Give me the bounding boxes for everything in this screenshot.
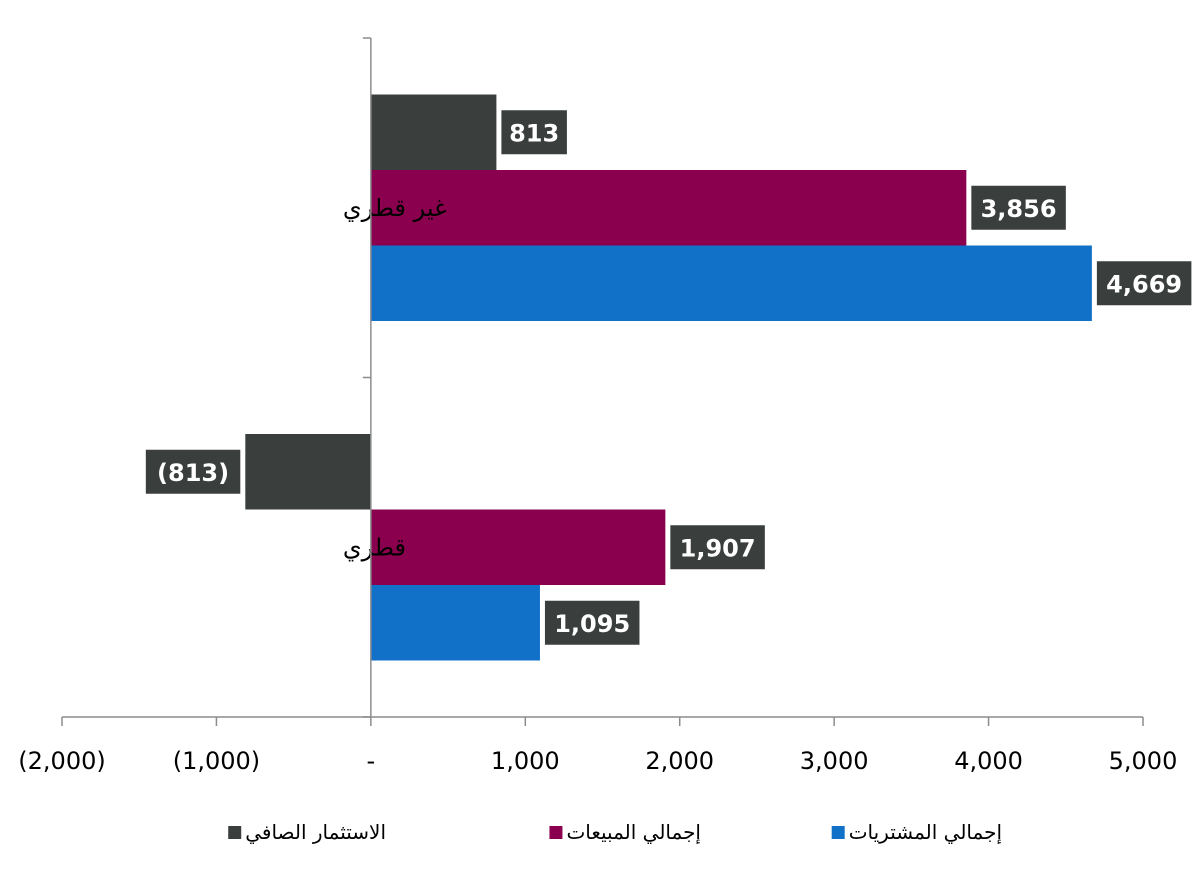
x-tick-label: 2,000	[645, 747, 714, 775]
data-label-box	[544, 600, 640, 645]
x-tick-label: (2,000)	[18, 747, 105, 775]
category-label: غير قطري	[343, 194, 447, 222]
data-label: 1,907	[680, 534, 756, 562]
data-label-box	[1096, 261, 1192, 306]
bar-1-3	[370, 245, 1092, 321]
data-label-box	[501, 110, 567, 155]
data-label: (813)	[157, 459, 229, 487]
data-label-box	[145, 449, 241, 494]
legend-swatch	[831, 826, 845, 839]
data-label: 813	[509, 119, 559, 147]
x-tick-label: 1,000	[491, 747, 560, 775]
legend-swatch	[228, 826, 242, 839]
x-tick-label: 5,000	[1109, 747, 1178, 775]
data-label: 3,856	[981, 195, 1057, 223]
data-label: 1,095	[554, 610, 630, 638]
x-tick-label: 3,000	[800, 747, 869, 775]
axes-layer: غير قطري قطري (2,000) (1,000) - 1,000 2,000 3,0…	[18, 37, 1178, 775]
legend-label: إجمالي المشتريات	[849, 820, 1002, 845]
data-label-box	[971, 185, 1066, 230]
x-tick-label: 4,000	[954, 747, 1023, 775]
category-label: قطري	[343, 533, 406, 561]
bar-1-2	[370, 170, 967, 246]
legend-label: إجمالي المبيعات	[566, 820, 701, 845]
bar-2-1	[245, 434, 371, 510]
bar-2-2	[370, 509, 666, 585]
x-tick-label: -	[367, 747, 376, 775]
data-label-box	[670, 525, 765, 570]
data-labels-layer: 813 3,856 4,669 (813) 1,907 1,095	[145, 110, 1192, 645]
legend: الاستثمار الصافي إجمالي المبيعات إجمالي ال…	[228, 820, 1002, 845]
legend-label: الاستثمار الصافي	[245, 820, 386, 845]
bar-1-1	[370, 94, 497, 170]
bar-2-3	[370, 585, 540, 661]
bars-layer	[245, 94, 1092, 661]
legend-swatch	[549, 826, 563, 839]
x-tick-label: (1,000)	[173, 747, 260, 775]
data-label: 4,669	[1106, 270, 1182, 298]
